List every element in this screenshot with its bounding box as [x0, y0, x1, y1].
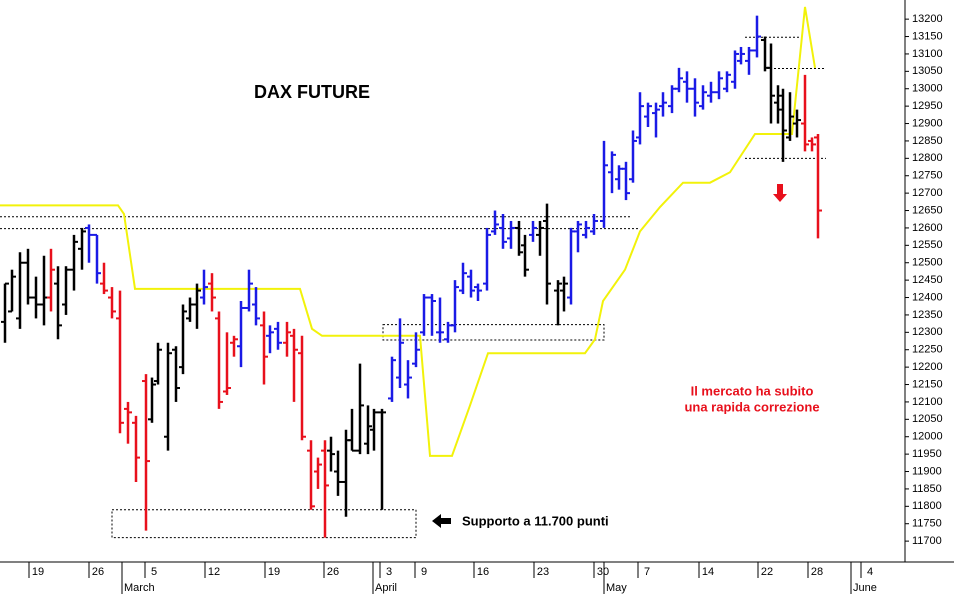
x-tick-label: 16	[477, 566, 489, 578]
y-tick-label: 12650	[912, 204, 943, 216]
y-tick-label: 12700	[912, 187, 943, 199]
level-box	[111, 509, 417, 539]
y-tick-label: 12600	[912, 222, 943, 234]
y-tick-label: 12450	[912, 274, 943, 286]
x-tick-label: 28	[811, 566, 823, 578]
x-tick-label: 12	[208, 566, 220, 578]
x-tick-label: 26	[92, 566, 104, 578]
y-tick-label: 11950	[912, 448, 942, 460]
y-tick-label: 12750	[912, 170, 943, 182]
y-tick-label: 12200	[912, 361, 943, 373]
y-tick-label: 12000	[912, 431, 943, 443]
arrow-left	[432, 514, 451, 528]
y-tick-label: 12800	[912, 152, 943, 164]
y-tick-label: 11900	[912, 465, 942, 477]
y-tick-label: 11850	[912, 483, 942, 495]
y-tick-label: 13000	[912, 83, 943, 95]
y-tick-label: 12150	[912, 378, 943, 390]
level-box	[382, 324, 605, 341]
month-label: June	[853, 582, 877, 594]
x-tick-label: 7	[644, 566, 650, 578]
y-tick-label: 12100	[912, 396, 943, 408]
y-tick-label: 11800	[912, 500, 942, 512]
x-tick-label: 14	[702, 566, 714, 578]
y-tick-label: 13050	[912, 65, 943, 77]
x-tick-label: 5	[151, 566, 157, 578]
y-tick-label: 12900	[912, 117, 943, 129]
stop-line	[0, 6, 816, 457]
x-tick-label: 19	[268, 566, 280, 578]
x-tick-label: 19	[32, 566, 44, 578]
arrow-down	[773, 184, 787, 202]
y-tick-label: 12300	[912, 326, 943, 338]
y-tick-label: 12550	[912, 239, 943, 251]
y-tick-label: 12350	[912, 309, 943, 321]
y-tick-label: 13150	[912, 30, 943, 42]
x-tick-label: 3	[386, 566, 392, 578]
x-tick-label: 4	[867, 566, 873, 578]
chart-title: DAX FUTURE	[254, 82, 370, 102]
annotation: Supporto a 11.700 punti	[462, 513, 609, 528]
y-tick-label: 12500	[912, 257, 943, 269]
y-tick-label: 12400	[912, 291, 943, 303]
y-tick-label: 12250	[912, 344, 943, 356]
month-label: May	[606, 582, 627, 594]
x-tick-label: 23	[537, 566, 549, 578]
month-label: March	[124, 582, 155, 594]
y-tick-label: 11700	[912, 535, 942, 547]
x-tick-label: 22	[761, 566, 773, 578]
x-tick-label: 30	[597, 566, 609, 578]
annotation: Il mercato ha subito	[691, 383, 814, 398]
y-tick-label: 13100	[912, 48, 943, 60]
y-tick-label: 12050	[912, 413, 943, 425]
x-tick-label: 9	[421, 566, 427, 578]
y-tick-label: 12950	[912, 100, 943, 112]
y-tick-label: 13200	[912, 13, 943, 25]
y-tick-label: 12850	[912, 135, 943, 147]
y-tick-label: 11750	[912, 518, 942, 530]
x-tick-label: 26	[327, 566, 339, 578]
month-label: April	[375, 582, 397, 594]
annotation: una rapida correzione	[684, 399, 819, 414]
